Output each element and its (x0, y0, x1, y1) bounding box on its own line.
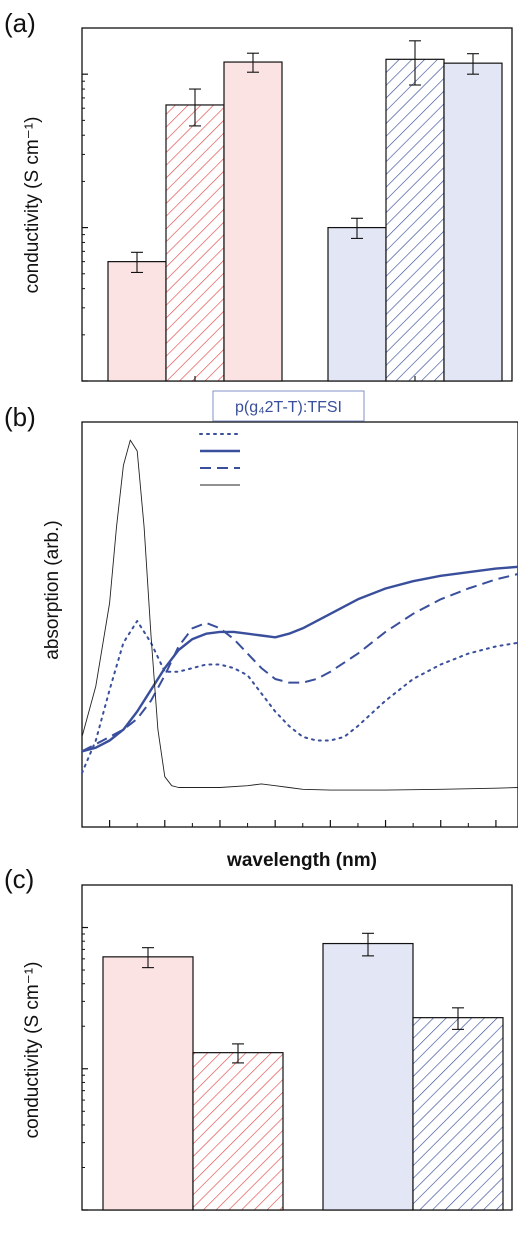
annotation-text: p(g₄2T-T):TFSI (235, 399, 342, 416)
series-line (81, 573, 518, 753)
panel-a: (a) conductivity (S cm⁻¹) (4, 8, 513, 382)
bar (165, 104, 225, 382)
bar (412, 1017, 504, 1211)
bar (327, 226, 387, 382)
annotation-box (212, 390, 365, 422)
panel-c: (c) conductivity (S cm⁻¹) (4, 864, 513, 1211)
bar (223, 61, 283, 382)
panel-c-label: (c) (4, 864, 34, 894)
panel-a-label: (a) (4, 8, 36, 38)
panel-b-ylabel: absorption (arb.) (42, 520, 63, 659)
series-line (81, 565, 518, 753)
panel-a-axes (81, 27, 513, 382)
panel-b-axes (81, 421, 518, 828)
panel-b-xlabel: wavelength (nm) (226, 850, 377, 871)
panel-b-label: (b) (4, 402, 36, 432)
bar (192, 1052, 284, 1211)
panel-c-axes (81, 884, 513, 1211)
panel-a-content (82, 27, 503, 382)
series-line (81, 620, 518, 774)
panel-b: (b) absorption (arb.) wavelength (nm) p(… (4, 390, 518, 871)
panel-b-content (81, 433, 518, 827)
bar (107, 261, 167, 382)
series-line (81, 439, 518, 791)
bar (102, 956, 194, 1211)
panel-c-ylabel: conductivity (S cm⁻¹) (22, 962, 43, 1139)
bar (443, 62, 503, 382)
panel-c-content (82, 884, 504, 1211)
bar (322, 942, 414, 1211)
bar (385, 58, 445, 382)
panel-a-ylabel: conductivity (S cm⁻¹) (22, 117, 43, 294)
